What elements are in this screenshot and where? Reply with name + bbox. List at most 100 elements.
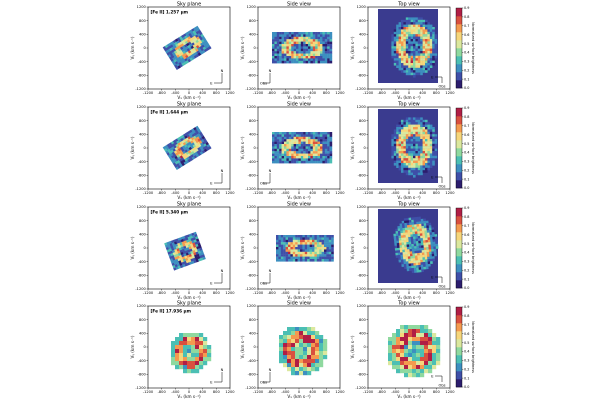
y-tick-label: 400: [249, 33, 257, 37]
heatmap-cell: [191, 333, 196, 338]
heatmap-cell: [276, 235, 279, 238]
heatmap-cell: [418, 240, 422, 244]
heatmap-cell: [413, 163, 416, 166]
heatmap-cell: [408, 22, 411, 25]
heatmap-cell: [279, 53, 282, 57]
heatmap-cell: [278, 254, 281, 257]
heatmap-cell: [319, 256, 322, 260]
heatmap-cell: [404, 357, 409, 362]
heatmap-cell: [416, 349, 421, 354]
heatmap-cell: [272, 34, 275, 37]
heatmap-cell: [291, 46, 294, 49]
y-tick-label: -400: [248, 260, 257, 264]
heatmap-cell: [405, 58, 409, 61]
heatmap-cell: [400, 349, 405, 354]
heatmap-cell: [432, 337, 437, 342]
heatmap-cell: [170, 260, 175, 264]
heatmap-cell: [320, 146, 323, 149]
colorbar-tick-label: 0.9: [464, 305, 469, 309]
heatmap-cell: [429, 41, 433, 44]
heatmap-cell: [308, 53, 311, 57]
heatmap-cell: [308, 56, 311, 59]
heatmap-cell: [405, 63, 409, 66]
heatmap-cell: [399, 245, 403, 248]
heatmap-cell: [276, 237, 279, 240]
heatmap-cell: [191, 345, 196, 350]
heatmap-cell: [279, 158, 282, 161]
heatmap-cell: [291, 151, 294, 154]
heatmap-cell: [280, 254, 284, 257]
colorbar-segment: [456, 8, 462, 17]
heatmap-cell: [293, 32, 297, 35]
y-tick-label: 800: [249, 318, 257, 322]
heatmap-cell: [413, 60, 416, 64]
heatmap-cell: [410, 172, 414, 176]
heatmap-cell: [410, 153, 414, 156]
heatmap-cell: [284, 158, 287, 161]
heatmap-cell: [401, 165, 404, 168]
heatmap-cell: [425, 261, 429, 265]
heatmap-cell: [320, 48, 323, 52]
heatmap-cell: [317, 158, 321, 161]
heatmap-cell: [424, 357, 429, 362]
heatmap-cell: [331, 256, 334, 260]
heatmap-cell: [424, 353, 429, 358]
heatmap-cell: [175, 266, 179, 270]
heatmap-cell: [399, 249, 403, 253]
heatmap-cell: [305, 141, 309, 145]
heatmap-cell: [425, 53, 428, 56]
heatmap-cell: [412, 365, 417, 370]
x-tick-label: -1200: [143, 390, 154, 394]
heatmap-cell: [272, 160, 275, 164]
heatmap-cell: [310, 158, 313, 161]
heatmap-cell: [327, 134, 330, 137]
heatmap-cell: [272, 158, 275, 161]
heatmap-cell: [422, 163, 426, 166]
heatmap-cell: [429, 155, 433, 159]
heatmap-cell: [427, 29, 430, 32]
heatmap-cell: [308, 146, 311, 149]
heatmap-cell: [388, 341, 393, 346]
column-title-top: Top view: [397, 202, 420, 208]
heatmap-cell: [189, 235, 194, 239]
heatmap-cell: [272, 36, 275, 40]
heatmap-cell: [317, 151, 321, 154]
heatmap-cell: [305, 134, 309, 137]
heatmap-cell: [291, 60, 294, 64]
heatmap-cell: [420, 238, 424, 241]
heatmap-cell: [285, 242, 289, 245]
heatmap-cell: [274, 156, 277, 159]
heatmap-cell: [179, 341, 184, 346]
colorbar-tick-label: 0.1: [464, 277, 469, 281]
heatmap-cell: [420, 345, 425, 350]
heatmap-cell: [420, 369, 425, 374]
heatmap-cell: [415, 27, 418, 30]
heatmap-cell: [409, 251, 413, 255]
heatmap-cell: [403, 19, 406, 23]
heatmap-cell: [207, 46, 212, 50]
heatmap-cell: [415, 265, 419, 268]
heatmap-cell: [422, 48, 426, 52]
heatmap-cell: [286, 41, 289, 45]
heatmap-cell: [396, 151, 399, 154]
heatmap-cell: [432, 46, 435, 49]
heatmap-cell: [415, 260, 419, 264]
heatmap-cell: [283, 247, 286, 250]
heatmap-cell: [427, 141, 430, 144]
heatmap-cell: [405, 234, 409, 238]
heatmap-cell: [300, 32, 304, 35]
heatmap-cell: [308, 136, 311, 140]
heatmap-cell: [324, 251, 327, 255]
colorbar-tick-label: 0.0: [464, 385, 469, 389]
heatmap-cell: [427, 134, 430, 137]
heatmap-cell: [300, 41, 304, 45]
heatmap-cell: [398, 24, 402, 28]
heatmap-cell: [398, 240, 402, 244]
heatmap-cell: [413, 65, 416, 68]
heatmap-cell: [324, 247, 327, 250]
heatmap-cell: [300, 136, 304, 140]
heatmap-cell: [415, 70, 418, 73]
x-tick-label: 1200: [445, 390, 455, 394]
heatmap-cell: [417, 134, 421, 137]
